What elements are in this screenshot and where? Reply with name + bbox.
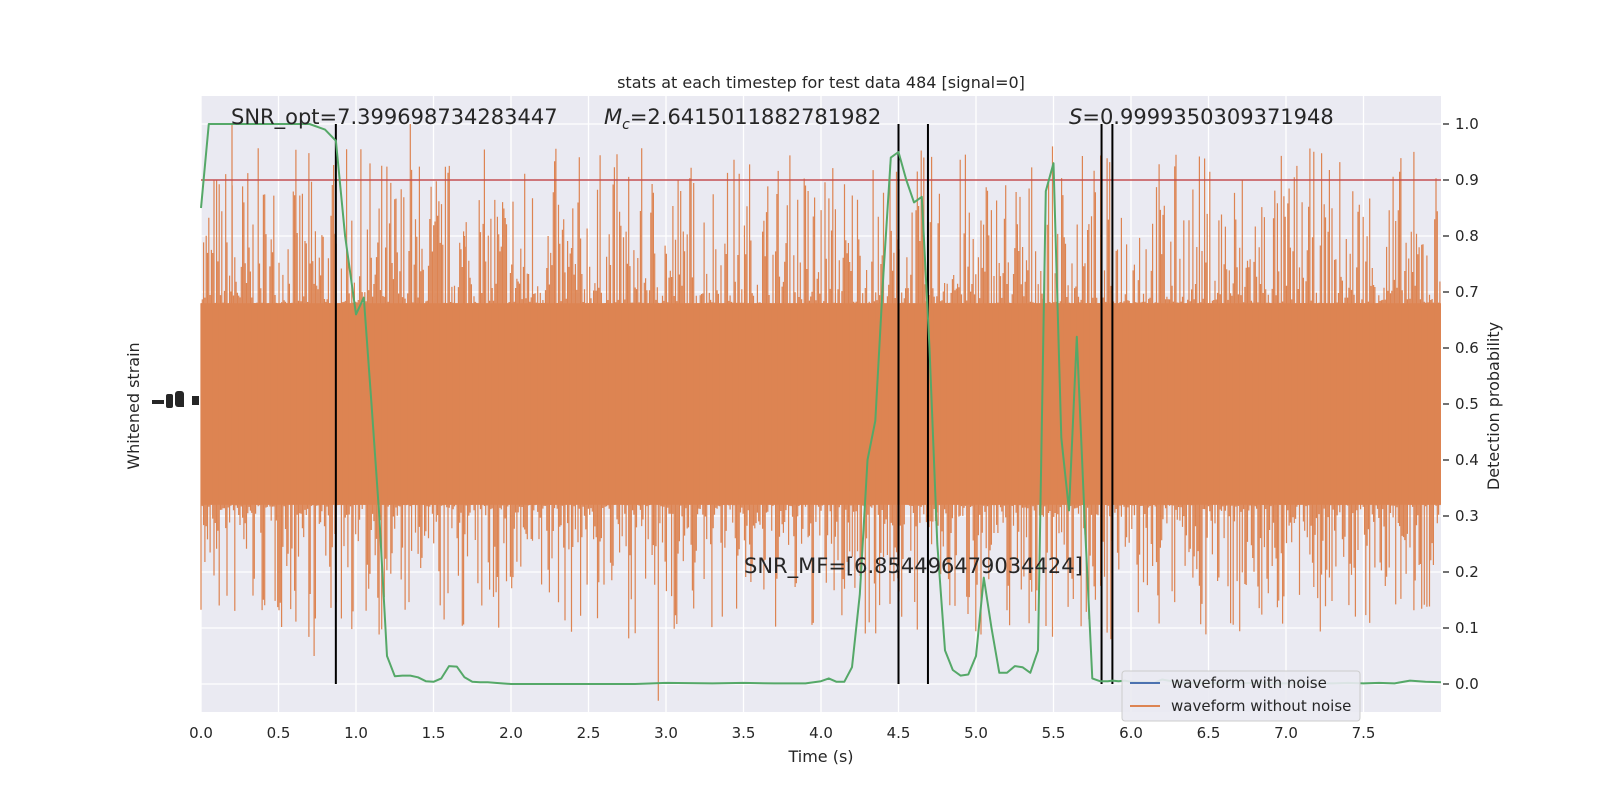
legend-label-without-noise: waveform without noise: [1171, 697, 1351, 715]
y-right-tick-label-10: 1.0: [1455, 115, 1479, 133]
snr-opt-annotation: SNR_opt=7.399698734283447: [231, 105, 558, 130]
y-right-tick-label-9: 0.9: [1455, 171, 1479, 189]
x-tick-label-0: 0.0: [189, 724, 213, 742]
y-right-tick-label-8: 0.8: [1455, 227, 1479, 245]
s-symbol: S: [1069, 105, 1082, 129]
left-axis-clutter: [152, 391, 199, 408]
chart-title: stats at each timestep for test data 484…: [617, 73, 1025, 92]
x-axis-label: Time (s): [787, 747, 853, 766]
strain-waveform-layer: [200, 124, 1441, 701]
y-right-tick-label-5: 0.5: [1455, 395, 1479, 413]
strain-waveform: [200, 124, 1441, 701]
x-tick-label-4: 2.0: [499, 724, 523, 742]
s-annotation: S=0.9999350309371948: [1069, 105, 1334, 129]
x-axis-ticks: 0.0 0.5 1.0 1.5 2.0 2.5 3.0 3.5 4.0 4.5 5.0 5.5 6.0 6…: [189, 724, 1375, 742]
x-tick-label-3: 1.5: [422, 724, 446, 742]
vertical-lines: [334, 124, 1114, 684]
chirp-mass-annotation: Mc=2.6415011882781982: [604, 105, 881, 133]
y-right-tick-label-0: 0.0: [1455, 675, 1479, 693]
x-tick-label-13: 6.5: [1197, 724, 1221, 742]
snr-mf-annotation: SNR_MF=[6.854496479034424]: [744, 554, 1083, 579]
legend: waveform with noise waveform without noi…: [1121, 670, 1361, 722]
y-right-tick-label-6: 0.6: [1455, 339, 1479, 357]
x-tick-label-9: 4.5: [887, 724, 911, 742]
legend-label-with-noise: waveform with noise: [1171, 674, 1327, 692]
s-value: =0.9999350309371948: [1082, 105, 1333, 129]
x-tick-label-6: 3.0: [654, 724, 678, 742]
y-right-axis-label: Detection probability: [1484, 322, 1503, 490]
chirp-mass-symbol: M: [604, 105, 622, 129]
x-tick-label-8: 4.0: [809, 724, 833, 742]
legend-box: [1121, 670, 1361, 722]
x-tick-label-11: 5.5: [1042, 724, 1066, 742]
y-right-tick-label-1: 0.1: [1455, 619, 1479, 637]
chirp-mass-subscript: c: [622, 117, 630, 133]
x-tick-label-12: 6.0: [1119, 724, 1143, 742]
x-tick-label-2: 1.0: [344, 724, 368, 742]
y-right-tick-label-7: 0.7: [1455, 283, 1479, 301]
y-right-tick-label-4: 0.4: [1455, 451, 1479, 469]
y-right-tick-label-3: 0.3: [1455, 507, 1479, 525]
x-tick-label-1: 0.5: [267, 724, 291, 742]
y-right-tick-label-2: 0.2: [1455, 563, 1479, 581]
y-right-axis-ticks: 0.0 0.1 0.2 0.3 0.4 0.5 0.6 0.7 0.8 0.9 1.0: [1443, 115, 1479, 693]
x-tick-label-7: 3.5: [732, 724, 756, 742]
x-tick-label-10: 5.0: [964, 724, 988, 742]
x-tick-label-15: 7.5: [1352, 724, 1376, 742]
x-tick-label-5: 2.5: [577, 724, 601, 742]
y-left-axis-label: Whitened strain: [124, 342, 143, 469]
x-tick-label-14: 7.0: [1274, 724, 1298, 742]
chirp-mass-value: =2.6415011882781982: [630, 105, 881, 129]
